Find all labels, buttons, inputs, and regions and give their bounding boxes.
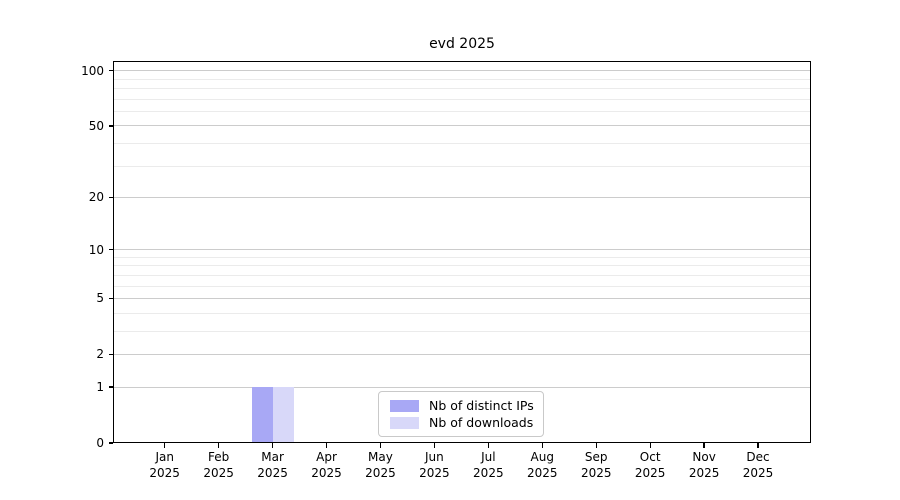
x-tick-year: 2025 xyxy=(688,465,720,480)
x-tick-month: Apr xyxy=(316,450,337,464)
gridline-minor xyxy=(114,256,810,258)
x-tick-year: 2025 xyxy=(742,465,774,480)
y-tick-label: 2 xyxy=(96,347,104,362)
x-tick-year: 2025 xyxy=(473,465,504,480)
x-tick-mark xyxy=(164,443,166,448)
y-tick-label: 20 xyxy=(88,190,104,205)
x-tick-month: Sep xyxy=(584,450,608,464)
legend-label-distinct-ips: Nb of distinct IPs xyxy=(429,398,534,413)
x-tick-label: Nov 2025 xyxy=(676,450,732,481)
legend-item-downloads: Nb of downloads xyxy=(390,415,543,430)
x-tick-mark xyxy=(703,443,705,448)
gridline-major xyxy=(114,249,810,251)
x-tick-mark xyxy=(757,443,759,448)
x-tick-month: Aug xyxy=(530,450,554,464)
chart-title: evd 2025 xyxy=(429,36,495,52)
x-tick-month: Dec xyxy=(746,450,770,464)
x-tick-label: Jul 2025 xyxy=(460,450,516,481)
y-tick-mark xyxy=(108,70,113,72)
x-tick-label: Mar 2025 xyxy=(245,450,301,481)
gridline-minor xyxy=(114,88,810,90)
gridline-major xyxy=(114,386,810,388)
y-tick-mark xyxy=(108,442,113,444)
x-tick-mark xyxy=(379,443,382,448)
gridline-major xyxy=(114,297,810,299)
x-tick-mark xyxy=(271,443,274,448)
x-tick-mark xyxy=(433,443,436,448)
x-tick-year: 2025 xyxy=(526,465,558,480)
gridline-minor xyxy=(114,78,810,80)
gridline-minor xyxy=(114,274,810,276)
x-tick-year: 2025 xyxy=(634,465,666,480)
y-tick-mark xyxy=(108,248,113,251)
x-tick-year: 2025 xyxy=(203,465,234,480)
gridline-minor xyxy=(114,330,810,332)
x-tick-month: May xyxy=(368,450,393,464)
x-tick-label: Apr 2025 xyxy=(299,450,355,481)
gridline-major xyxy=(114,353,810,355)
y-tick-mark xyxy=(108,386,113,388)
x-tick-month: Feb xyxy=(208,450,230,464)
x-tick-year: 2025 xyxy=(365,465,396,480)
gridline-major xyxy=(114,196,810,198)
y-tick-mark xyxy=(108,353,113,356)
x-tick-label: Feb 2025 xyxy=(191,450,247,481)
x-tick-month: Jun xyxy=(425,450,444,464)
y-tick-label: 0 xyxy=(96,436,104,450)
x-tick-label: Sep 2025 xyxy=(568,450,624,481)
y-tick-mark xyxy=(108,196,113,199)
x-tick-year: 2025 xyxy=(257,465,288,480)
y-tick-label: 5 xyxy=(96,291,104,306)
x-tick-year: 2025 xyxy=(580,465,612,480)
x-tick-mark xyxy=(595,443,597,448)
x-tick-month: Jan xyxy=(155,450,174,464)
y-tick-mark xyxy=(108,297,113,300)
gridline-minor xyxy=(114,265,810,267)
x-tick-year: 2025 xyxy=(311,465,342,480)
y-tick-mark xyxy=(108,125,113,127)
gridline-minor xyxy=(114,98,810,100)
bar-downloads xyxy=(272,387,294,443)
x-tick-label: Jun 2025 xyxy=(406,450,462,481)
gridline-major xyxy=(114,125,810,127)
gridline-minor xyxy=(114,142,810,144)
bar-distinct-ips xyxy=(251,387,273,443)
legend-item-distinct-ips: Nb of distinct IPs xyxy=(390,398,543,413)
x-tick-label: May 2025 xyxy=(352,450,408,481)
x-tick-label: Jan 2025 xyxy=(137,450,193,481)
y-tick-label: 50 xyxy=(88,118,104,133)
legend-swatch-downloads xyxy=(390,416,419,429)
x-tick-month: Jul xyxy=(481,450,496,464)
gridline-minor xyxy=(114,312,810,314)
legend-swatch-distinct-ips xyxy=(390,399,419,412)
x-tick-year: 2025 xyxy=(149,465,180,480)
y-tick-label: 10 xyxy=(88,242,104,257)
gridline-minor xyxy=(114,285,810,287)
gridline-major xyxy=(114,70,810,72)
y-tick-label: 100 xyxy=(81,63,104,78)
x-tick-mark xyxy=(649,443,651,448)
x-tick-mark xyxy=(541,443,543,448)
legend-label-downloads: Nb of downloads xyxy=(429,415,534,430)
legend: Nb of distinct IPs Nb of downloads xyxy=(378,391,544,437)
x-tick-month: Oct xyxy=(639,450,661,464)
x-tick-label: Dec 2025 xyxy=(730,450,786,481)
x-tick-year: 2025 xyxy=(419,465,450,480)
x-tick-mark xyxy=(217,443,220,448)
gridline-minor xyxy=(114,165,810,167)
x-tick-month: Mar xyxy=(261,450,284,464)
gridline-minor xyxy=(114,110,810,112)
x-tick-mark xyxy=(487,443,489,448)
x-tick-label: Oct 2025 xyxy=(622,450,678,481)
x-tick-mark xyxy=(325,443,328,448)
plot-border xyxy=(113,61,811,443)
x-tick-label: Aug 2025 xyxy=(514,450,570,481)
y-tick-label: 1 xyxy=(96,380,104,395)
x-tick-month: Nov xyxy=(692,450,716,464)
